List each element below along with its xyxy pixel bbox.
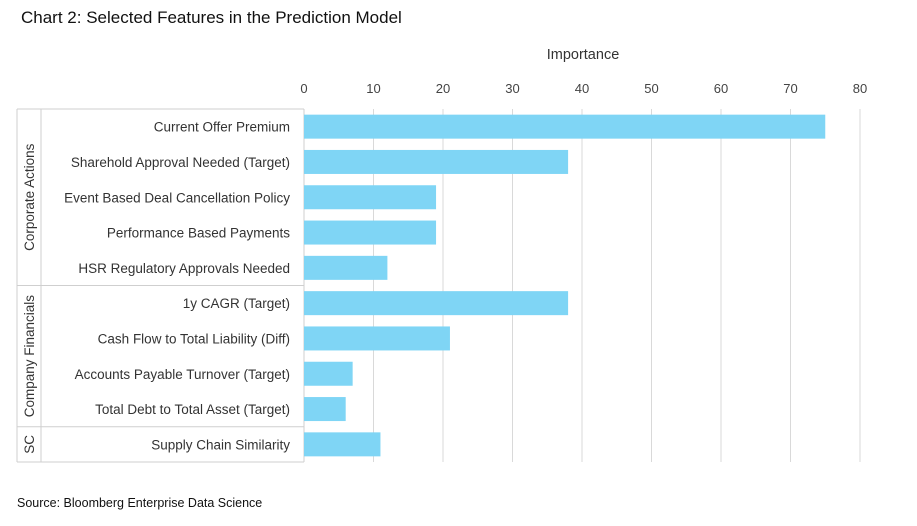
bar	[304, 432, 381, 457]
bar	[304, 361, 353, 386]
category-label: Total Debt to Total Asset (Target)	[95, 402, 290, 417]
bar	[304, 149, 569, 174]
group-label: SC	[22, 435, 37, 454]
category-label: HSR Regulatory Approvals Needed	[78, 261, 290, 276]
x-tick-label: 10	[366, 81, 380, 96]
bar	[304, 185, 437, 210]
category-label: 1y CAGR (Target)	[183, 296, 290, 311]
x-tick-label: 40	[575, 81, 589, 96]
group-label: Company Financials	[22, 295, 37, 418]
x-tick-label: 70	[783, 81, 797, 96]
category-label: Performance Based Payments	[107, 226, 290, 241]
category-label: Event Based Deal Cancellation Policy	[64, 190, 290, 205]
x-tick-label: 80	[853, 81, 867, 96]
x-tick-label: 30	[505, 81, 519, 96]
bar	[304, 114, 826, 139]
x-tick-label: 50	[644, 81, 658, 96]
source-note: Source: Bloomberg Enterprise Data Scienc…	[17, 496, 263, 510]
bar	[304, 291, 569, 316]
bar	[304, 220, 437, 245]
bar	[304, 397, 346, 422]
bar	[304, 326, 450, 351]
group-label: Corporate Actions	[22, 143, 37, 251]
chart-title: Chart 2: Selected Features in the Predic…	[21, 8, 402, 27]
bar	[304, 255, 388, 280]
x-tick-label: 0	[300, 81, 307, 96]
category-label: Cash Flow to Total Liability (Diff)	[98, 331, 290, 346]
category-label: Supply Chain Similarity	[151, 437, 290, 452]
category-label: Accounts Payable Turnover (Target)	[75, 367, 290, 382]
x-axis-label: Importance	[547, 47, 620, 63]
x-tick-label: 20	[436, 81, 450, 96]
category-label: Current Offer Premium	[154, 120, 290, 135]
category-label: Sharehold Approval Needed (Target)	[71, 155, 290, 170]
x-tick-label: 60	[714, 81, 728, 96]
